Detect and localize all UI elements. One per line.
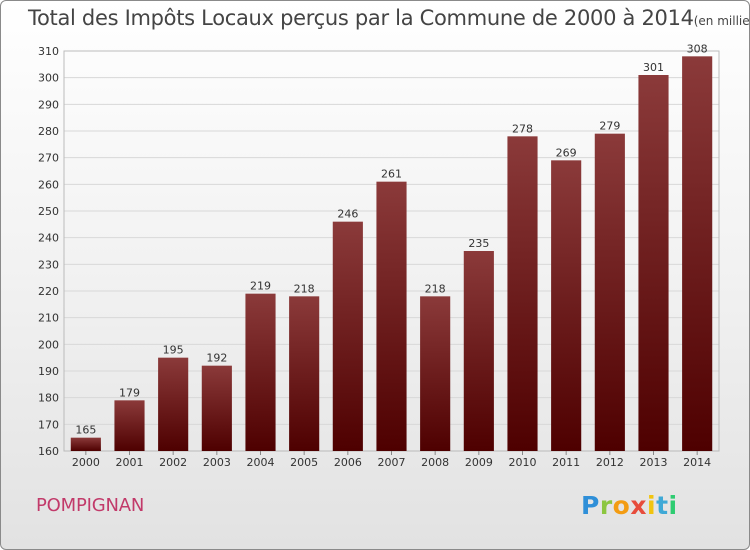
data-label-2010: 278 — [512, 122, 533, 135]
bar-2002 — [158, 357, 189, 451]
data-label-2003: 192 — [206, 352, 227, 365]
data-label-2007: 261 — [381, 168, 402, 181]
y-tick-label: 270 — [38, 152, 59, 165]
data-labels: 165 179 195 192 219 218 246 261 218 235 278 269 279 3… — [75, 42, 707, 436]
y-tick-label: 170 — [38, 418, 59, 431]
data-label-2000: 165 — [75, 424, 96, 437]
y-tick-label: 180 — [38, 392, 59, 405]
bar-2011 — [551, 160, 582, 452]
logo-letter: o — [612, 491, 631, 520]
y-tick-label: 260 — [38, 178, 59, 191]
x-tick-label: 2013 — [640, 456, 668, 469]
x-tick-label: 2007 — [378, 456, 406, 469]
x-tick-label: 2014 — [683, 456, 711, 469]
bar-2013 — [638, 75, 669, 451]
data-label-2006: 246 — [337, 208, 358, 221]
y-tick-label: 300 — [38, 72, 59, 85]
data-label-2004: 219 — [250, 280, 271, 293]
bar-2010 — [507, 136, 538, 452]
bar-2005 — [289, 296, 320, 451]
bar-2003 — [201, 365, 232, 451]
logo-letter: i — [668, 491, 678, 520]
y-tick-label: 220 — [38, 285, 59, 298]
y-tick-label: 280 — [38, 125, 59, 138]
data-label-2013: 301 — [643, 61, 664, 74]
x-tick-label: 2012 — [596, 456, 624, 469]
data-label-2012: 279 — [599, 120, 620, 133]
x-tick-label: 2003 — [203, 456, 231, 469]
y-tick-label: 160 — [38, 445, 59, 458]
bar-2007 — [376, 181, 407, 451]
axes: 160 170 180 190 200 210 220 230 240 250 260 270 280 2… — [38, 45, 720, 469]
chart-unit: (en milliers d'€) — [693, 14, 750, 28]
logo-letter: P — [581, 491, 600, 520]
bar-2004 — [245, 293, 276, 451]
chart-title: Total des Impôts Locaux perçus par la Co… — [28, 6, 750, 30]
y-tick-label: 200 — [38, 338, 59, 351]
y-tick-label: 230 — [38, 258, 59, 271]
proxiti-logo: Proxiti — [581, 491, 678, 520]
bar-2000 — [70, 437, 101, 451]
data-label-2005: 218 — [294, 282, 315, 295]
bar-2012 — [594, 133, 625, 451]
data-label-2014: 308 — [687, 42, 708, 55]
bar-2001 — [114, 400, 145, 451]
data-label-2002: 195 — [163, 344, 184, 357]
x-tick-label: 2004 — [247, 456, 275, 469]
data-label-2009: 235 — [468, 237, 489, 250]
y-tick-label: 210 — [38, 312, 59, 325]
chart-title-text: Total des Impôts Locaux perçus par la Co… — [28, 6, 694, 30]
x-tick-label: 2000 — [72, 456, 100, 469]
bar-2008 — [420, 296, 451, 451]
x-tick-label: 2001 — [116, 456, 144, 469]
commune-name: POMPIGNAN — [36, 495, 145, 516]
x-tick-label: 2005 — [290, 456, 318, 469]
y-tick-label: 190 — [38, 365, 59, 378]
logo-letter: t — [656, 491, 669, 520]
logo-letter: x — [630, 491, 647, 520]
y-tick-label: 310 — [38, 45, 59, 58]
x-tick-label: 2009 — [465, 456, 493, 469]
x-tick-label: 2008 — [421, 456, 449, 469]
data-label-2008: 218 — [425, 282, 446, 295]
bar-2009 — [463, 251, 494, 451]
bars — [70, 56, 713, 452]
bar-2014 — [682, 56, 713, 451]
x-tick-label: 2011 — [552, 456, 580, 469]
y-tick-label: 240 — [38, 232, 59, 245]
bar-2006 — [332, 221, 363, 451]
data-label-2001: 179 — [119, 386, 140, 399]
data-label-2011: 269 — [556, 146, 577, 159]
y-tick-label: 290 — [38, 98, 59, 111]
x-tick-label: 2006 — [334, 456, 362, 469]
x-tick-label: 2010 — [509, 456, 537, 469]
x-tick-label: 2002 — [159, 456, 187, 469]
logo-letter: i — [647, 491, 657, 520]
logo-letter: r — [599, 491, 613, 520]
y-tick-label: 250 — [38, 205, 59, 218]
